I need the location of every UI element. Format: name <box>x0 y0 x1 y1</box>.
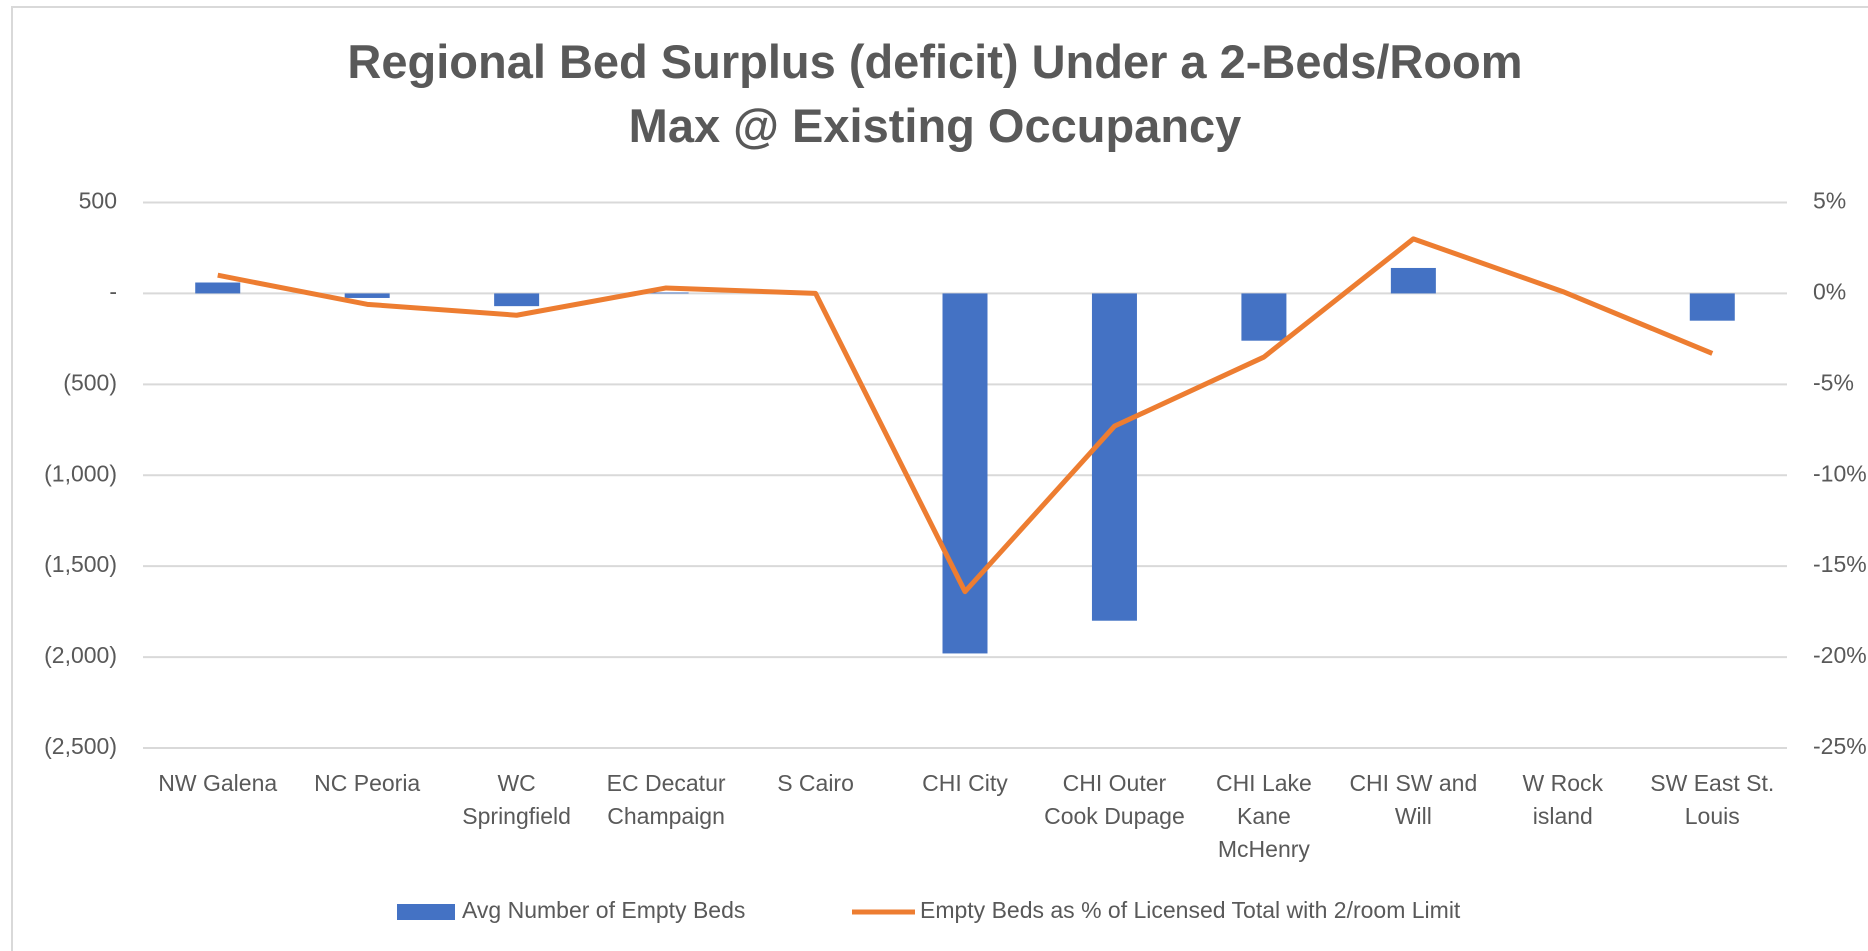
bar <box>344 293 390 298</box>
y-tick-label: (500) <box>63 369 117 395</box>
x-tick-label: CHI Lake Kane McHenry <box>1215 770 1312 862</box>
y-tick-label: (2,000) <box>44 642 117 668</box>
legend-label: Empty Beds as % of Licensed Total with 2… <box>920 897 1461 923</box>
y-tick-label: - <box>109 278 117 304</box>
x-tick-label: WC Springfield <box>462 770 571 829</box>
legend-label: Avg Number of Empty Beds <box>462 897 745 923</box>
bar <box>195 282 241 294</box>
y2-tick-label: 5% <box>1813 188 1846 214</box>
y2-tick-label: -5% <box>1813 369 1854 395</box>
y-tick-label: (2,500) <box>44 733 117 759</box>
title-box: Regional Bed Surplus (deficit) Under a 2… <box>347 35 1523 152</box>
line <box>217 236 1714 595</box>
y2-tick-label: -20% <box>1813 642 1867 668</box>
y-tick-label: 500 <box>79 188 117 214</box>
x-tick-label: CHI Outer Cook Dupage <box>1044 770 1185 829</box>
x-tick-label: NC Peoria <box>314 770 421 796</box>
y2-tick-label: -25% <box>1813 733 1867 759</box>
legend-marker <box>397 904 455 920</box>
y-tick-label: (1,500) <box>44 551 117 577</box>
chart-title: Regional Bed Surplus (deficit) Under a 2… <box>347 35 1523 152</box>
x-tick-label: CHI SW and Will <box>1349 770 1478 829</box>
chart-border <box>11 6 1868 951</box>
y2-tick-label: -10% <box>1813 460 1867 486</box>
x-tick-label: EC Decatur Champaign <box>606 770 726 829</box>
bar <box>643 292 689 294</box>
bar <box>1689 293 1735 321</box>
x-tick-label: S Cairo <box>777 770 854 796</box>
x-tick-label: W Rock island <box>1522 770 1604 829</box>
y2-tick-label: -15% <box>1813 551 1867 577</box>
x-tick-label: SW East St. Louis <box>1650 770 1775 829</box>
bar <box>1241 293 1287 341</box>
bar <box>1091 293 1137 621</box>
bar <box>942 293 988 654</box>
x-tick-label: NW Galena <box>158 770 278 796</box>
x-tick-label: CHI City <box>922 770 1008 796</box>
y-tick-label: (1,000) <box>44 460 117 486</box>
y2-tick-label: 0% <box>1813 278 1846 304</box>
bar <box>1390 267 1436 294</box>
bar <box>494 293 540 307</box>
